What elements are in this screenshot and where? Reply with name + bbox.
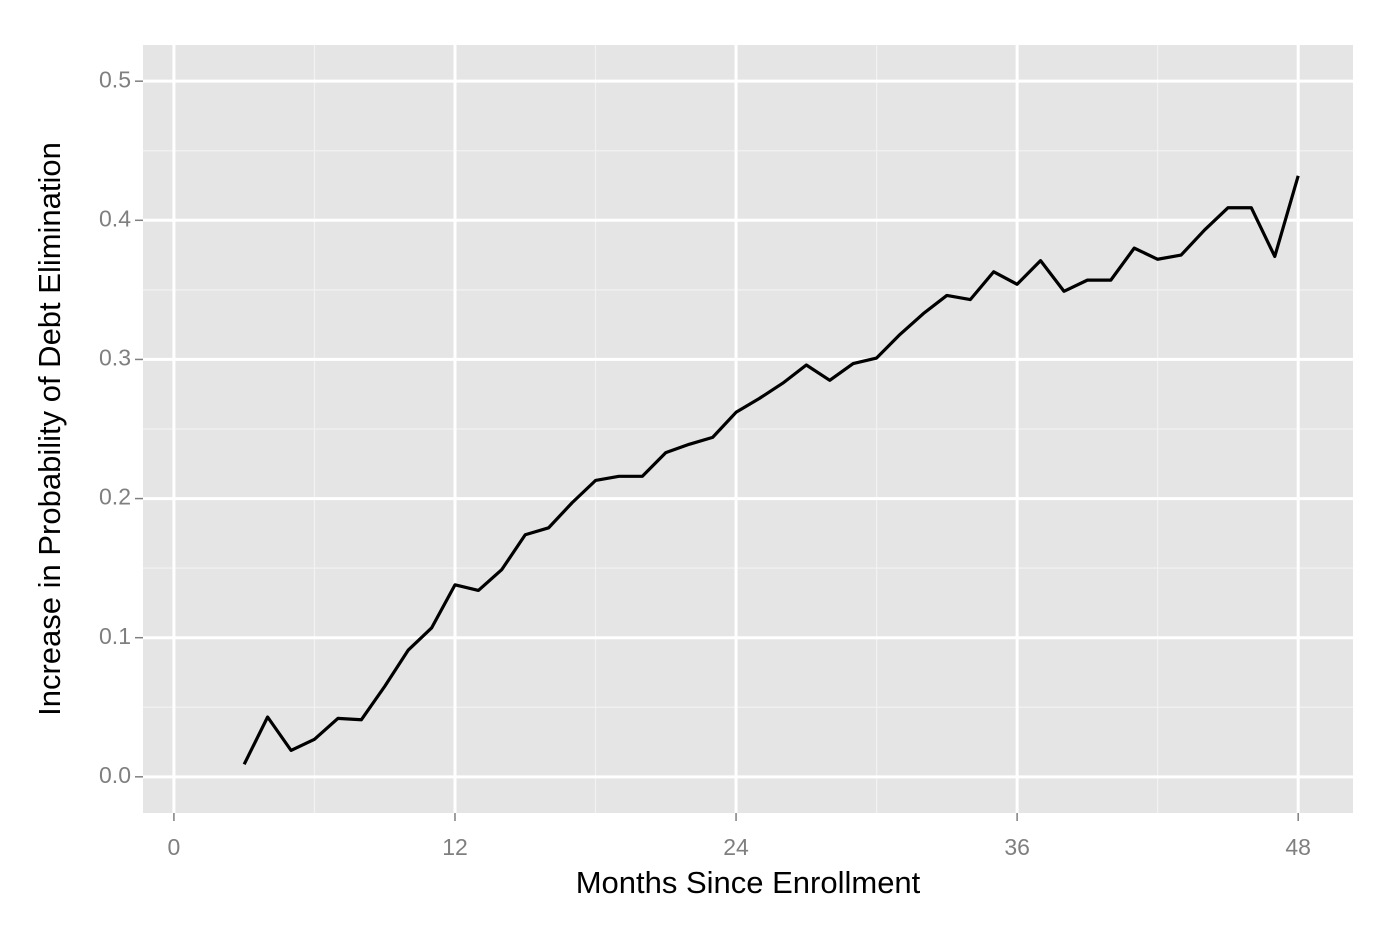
x-axis-title: Months Since Enrollment	[576, 865, 921, 900]
y-tick-label: 0.3	[99, 345, 131, 371]
y-tick-label: 0.5	[99, 66, 131, 92]
x-tick-label: 36	[1004, 834, 1030, 860]
x-tick-label: 24	[723, 834, 749, 860]
x-tick-label: 0	[168, 834, 181, 860]
y-tick-label: 0.1	[99, 623, 131, 649]
y-tick-label: 0.2	[99, 484, 131, 510]
y-tick-label: 0.4	[99, 205, 131, 231]
data-line	[242, 175, 1300, 766]
y-tick-label: 0.0	[99, 762, 131, 788]
y-axis-title: Increase in Probability of Debt Eliminat…	[32, 142, 67, 716]
x-tick-label: 12	[442, 834, 468, 860]
x-tick-label: 48	[1285, 834, 1311, 860]
